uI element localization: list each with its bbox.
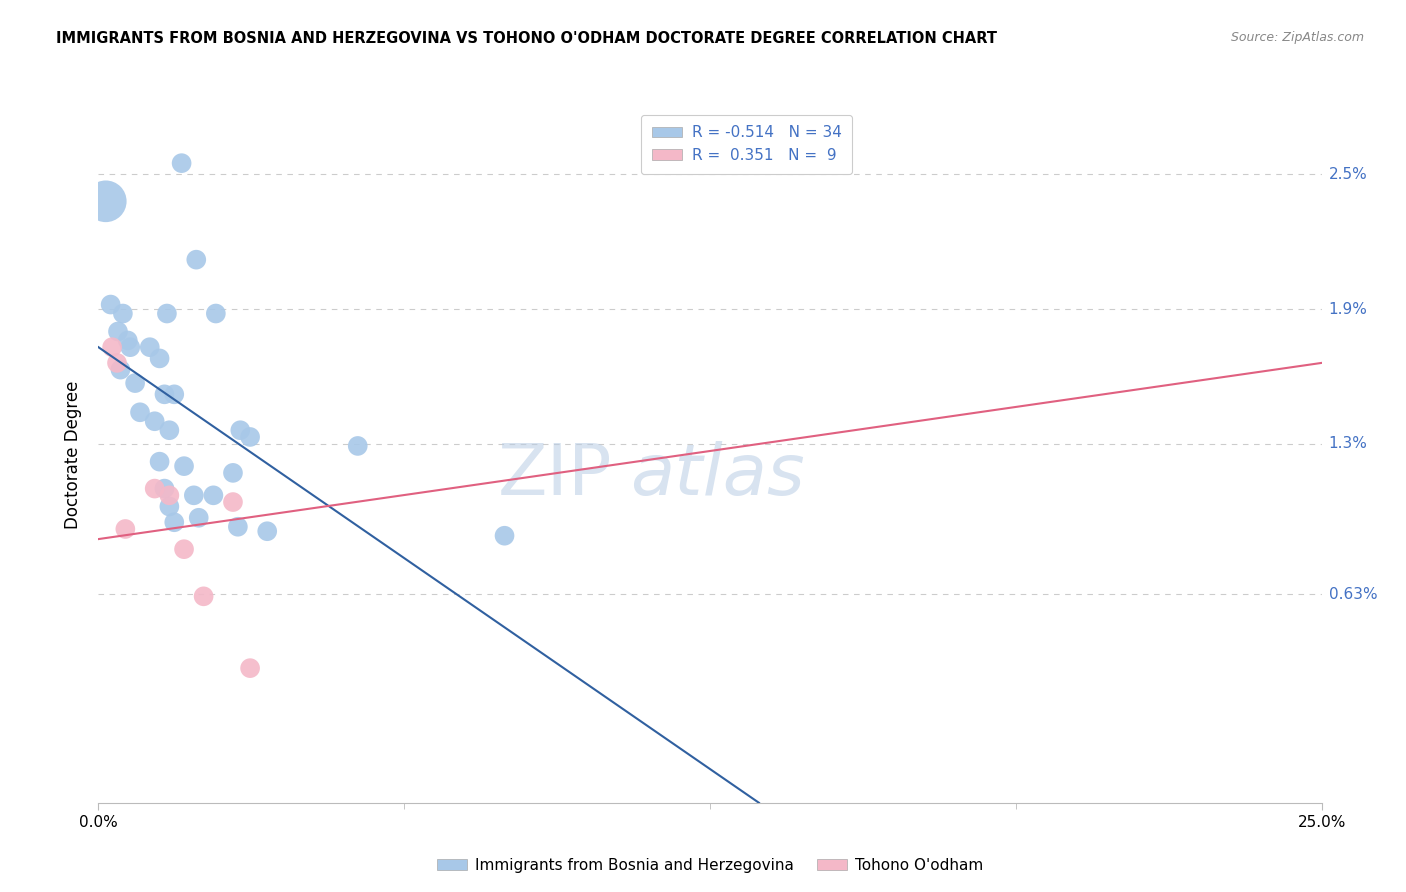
Point xyxy=(101,340,124,354)
Point xyxy=(120,340,142,354)
Text: Source: ZipAtlas.com: Source: ZipAtlas.com xyxy=(1230,31,1364,45)
Point xyxy=(163,515,186,529)
Point xyxy=(139,340,162,354)
Point xyxy=(229,423,252,437)
Point xyxy=(222,466,245,480)
Point xyxy=(157,488,180,502)
Point xyxy=(173,459,195,474)
Point xyxy=(157,500,180,514)
Point xyxy=(114,522,136,536)
Point xyxy=(187,510,209,524)
Point xyxy=(143,414,166,428)
Text: atlas: atlas xyxy=(630,442,806,510)
Point xyxy=(124,376,146,390)
Text: 0.63%: 0.63% xyxy=(1329,587,1378,601)
Text: ZIP: ZIP xyxy=(498,442,612,510)
Point xyxy=(111,306,134,320)
Point xyxy=(153,482,176,496)
Point xyxy=(193,590,215,604)
Point xyxy=(153,387,176,401)
Point xyxy=(226,520,249,534)
Text: IMMIGRANTS FROM BOSNIA AND HERZEGOVINA VS TOHONO O'ODHAM DOCTORATE DEGREE CORREL: IMMIGRANTS FROM BOSNIA AND HERZEGOVINA V… xyxy=(56,31,997,46)
Point xyxy=(173,542,195,557)
Point xyxy=(105,356,128,370)
Point xyxy=(346,439,368,453)
Text: 2.5%: 2.5% xyxy=(1329,167,1368,182)
Point xyxy=(186,252,208,267)
Point xyxy=(205,306,228,320)
Text: 1.9%: 1.9% xyxy=(1329,301,1368,317)
Legend: Immigrants from Bosnia and Herzegovina, Tohono O'odham: Immigrants from Bosnia and Herzegovina, … xyxy=(430,852,990,879)
Point xyxy=(183,488,205,502)
Point xyxy=(129,405,152,419)
Point xyxy=(143,482,166,496)
Point xyxy=(170,156,193,170)
Point xyxy=(157,423,180,437)
Point xyxy=(222,495,245,509)
Point xyxy=(117,334,139,348)
Point xyxy=(239,661,262,675)
Text: 1.3%: 1.3% xyxy=(1329,436,1368,451)
Point xyxy=(156,306,179,320)
Point xyxy=(202,488,225,502)
Point xyxy=(107,325,129,339)
Point xyxy=(239,430,262,444)
Point xyxy=(149,351,172,366)
Point xyxy=(100,297,122,311)
Point xyxy=(94,194,117,209)
Point xyxy=(110,362,132,376)
Point xyxy=(163,387,186,401)
Point xyxy=(494,529,516,543)
Point xyxy=(256,524,278,539)
Point xyxy=(149,455,172,469)
Y-axis label: Doctorate Degree: Doctorate Degree xyxy=(65,381,83,529)
